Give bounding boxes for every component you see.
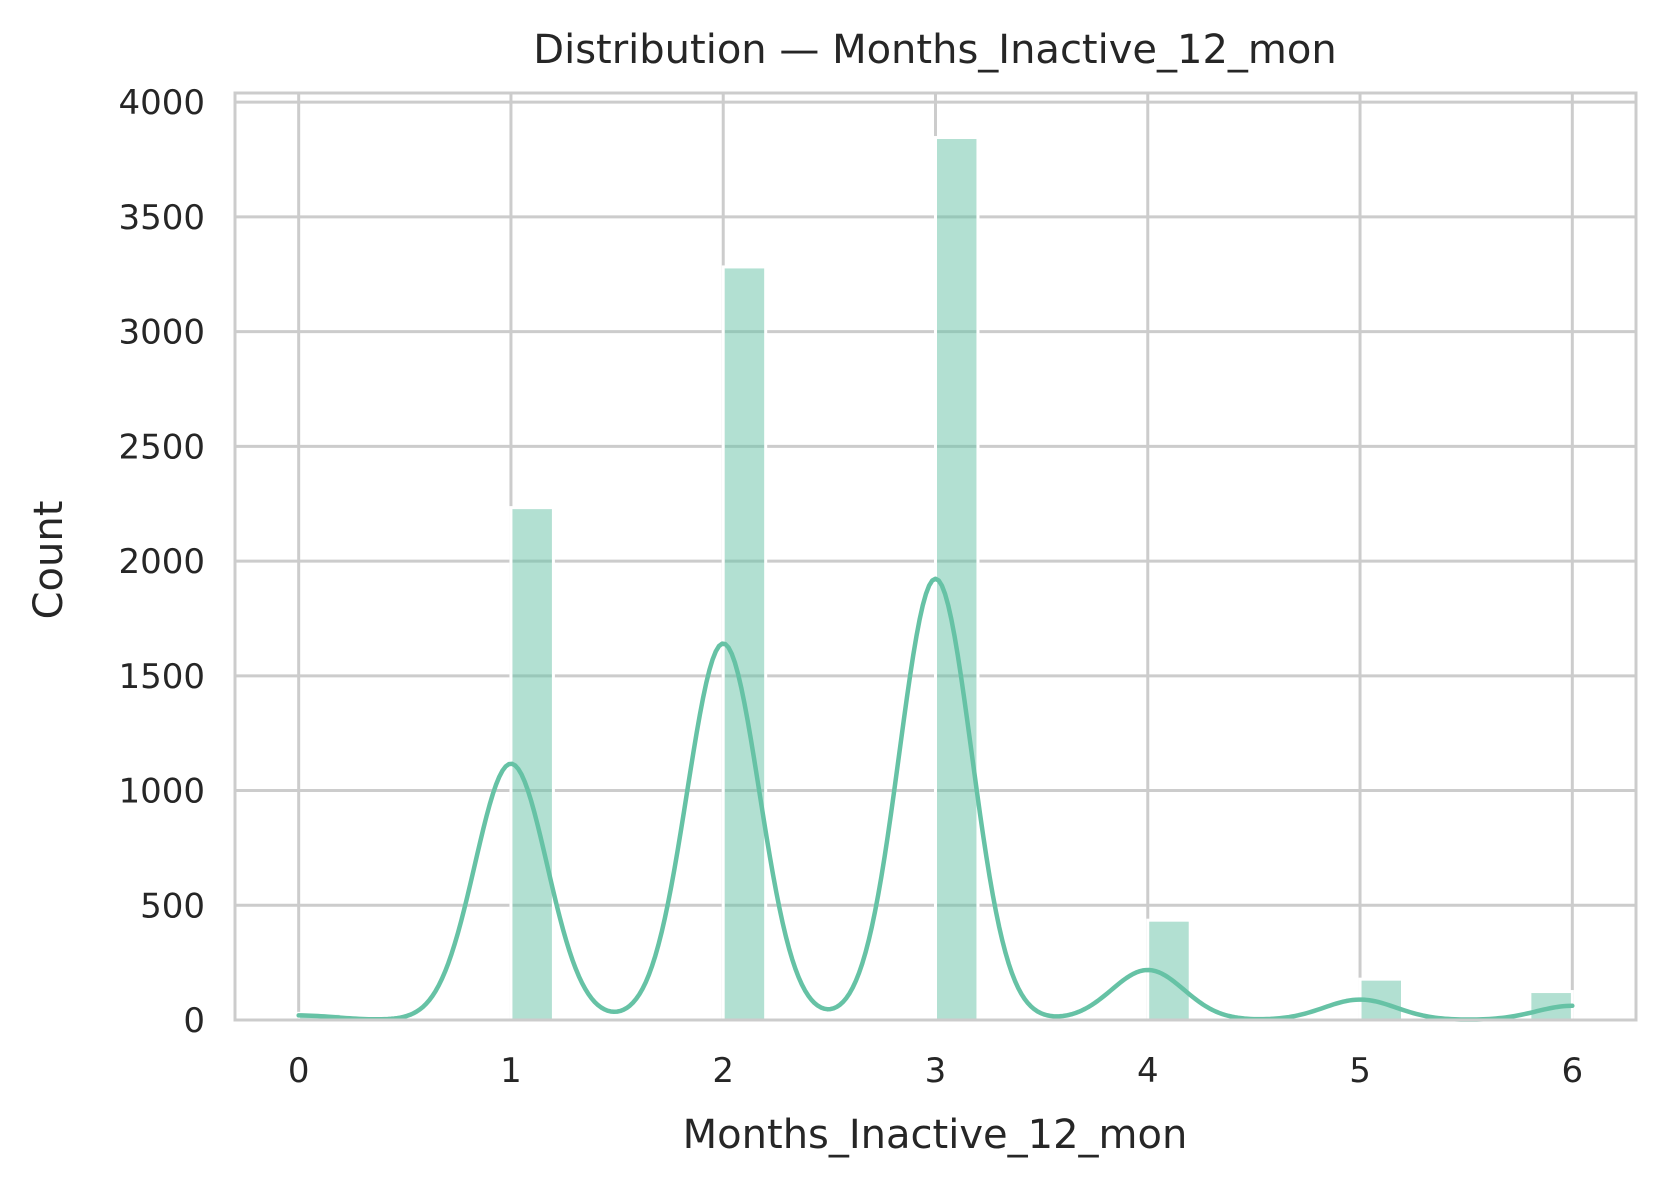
y-tick-label: 4000 — [118, 83, 205, 123]
x-tick-label: 1 — [500, 1051, 522, 1091]
histogram-bar — [934, 136, 980, 1022]
y-tick-label: 1000 — [118, 772, 205, 812]
y-tick-label: 3500 — [118, 198, 205, 238]
y-axis-title: Count — [26, 501, 72, 620]
x-tick-label: 3 — [925, 1051, 947, 1091]
histogram-bar — [509, 506, 555, 1022]
y-tick-label: 3000 — [118, 313, 205, 353]
y-tick-label: 1500 — [118, 657, 205, 697]
y-tick-label: 500 — [140, 886, 205, 926]
x-tick-label: 4 — [1137, 1051, 1159, 1091]
x-tick-label: 0 — [288, 1051, 310, 1091]
x-tick-label: 2 — [712, 1051, 734, 1091]
x-tick-label: 6 — [1561, 1051, 1583, 1091]
x-tick-label: 5 — [1349, 1051, 1371, 1091]
plot-frame — [233, 91, 1638, 1022]
x-axis-title: Months_Inactive_12_mon — [683, 1112, 1188, 1158]
bars-layer — [297, 136, 1574, 1022]
kde-curve — [296, 576, 1575, 1022]
kde-layer — [296, 576, 1575, 1022]
ticks-layer: 0 1 2 3 4 5 6 0 500 1000 1500 2000 2500 3000 3500 4000 — [118, 83, 1583, 1091]
chart-title: Distribution — Months_Inactive_12_mon — [533, 27, 1336, 73]
y-tick-label: 2500 — [118, 427, 205, 467]
y-tick-label: 2000 — [118, 542, 205, 582]
y-tick-label: 0 — [183, 1001, 205, 1041]
histogram-bar — [721, 265, 768, 1022]
